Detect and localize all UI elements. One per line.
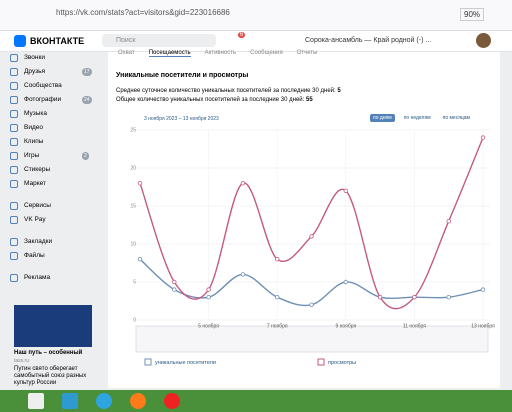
y-tick-label: 25 xyxy=(130,127,136,133)
x-tick-label: 9 ноября xyxy=(335,323,356,329)
point[interactable] xyxy=(241,181,245,185)
y-tick-label: 20 xyxy=(130,165,136,171)
point[interactable] xyxy=(138,257,142,261)
point[interactable] xyxy=(310,303,314,307)
y-tick-label: 15 xyxy=(130,203,136,209)
point[interactable] xyxy=(413,295,417,299)
point[interactable] xyxy=(138,181,142,185)
x-tick-label: 13 ноября xyxy=(471,323,495,329)
point[interactable] xyxy=(344,189,348,193)
series-line xyxy=(140,138,483,309)
taskbar xyxy=(0,390,512,412)
page: https://vk.com/stats?act=visitors&gid=22… xyxy=(0,0,512,412)
point[interactable] xyxy=(447,295,451,299)
legend-checkbox[interactable] xyxy=(145,359,151,365)
app-icon[interactable] xyxy=(62,393,78,409)
point[interactable] xyxy=(207,295,211,299)
point[interactable] xyxy=(173,280,177,284)
app-icon[interactable] xyxy=(28,393,44,409)
app-icon[interactable] xyxy=(130,393,146,409)
point[interactable] xyxy=(207,288,211,292)
y-tick-label: 5 xyxy=(133,279,136,285)
app-icon[interactable] xyxy=(96,393,112,409)
x-tick-label: 7 ноября xyxy=(267,323,288,329)
navigator xyxy=(136,326,488,352)
y-tick-label: 10 xyxy=(130,241,136,247)
chart: 0 5 10 15 20 25 5 ноября 7 ноября 9 ноября 11 ноя… xyxy=(0,0,512,390)
app-icon[interactable] xyxy=(164,393,180,409)
point[interactable] xyxy=(275,295,279,299)
x-tick-label: 5 ноября xyxy=(198,323,219,329)
point[interactable] xyxy=(481,136,485,140)
point[interactable] xyxy=(481,288,485,292)
legend-checkbox[interactable] xyxy=(318,359,324,365)
point[interactable] xyxy=(275,257,279,261)
point[interactable] xyxy=(173,288,177,292)
point[interactable] xyxy=(447,219,451,223)
point[interactable] xyxy=(344,280,348,284)
point[interactable] xyxy=(378,295,382,299)
point[interactable] xyxy=(241,273,245,277)
y-tick-label: 0 xyxy=(133,317,136,323)
legend-label[interactable]: уникальные посетители xyxy=(155,360,216,366)
point[interactable] xyxy=(310,235,314,239)
legend-label[interactable]: просмотры xyxy=(328,360,356,366)
x-tick-label: 11 ноября xyxy=(403,323,426,329)
